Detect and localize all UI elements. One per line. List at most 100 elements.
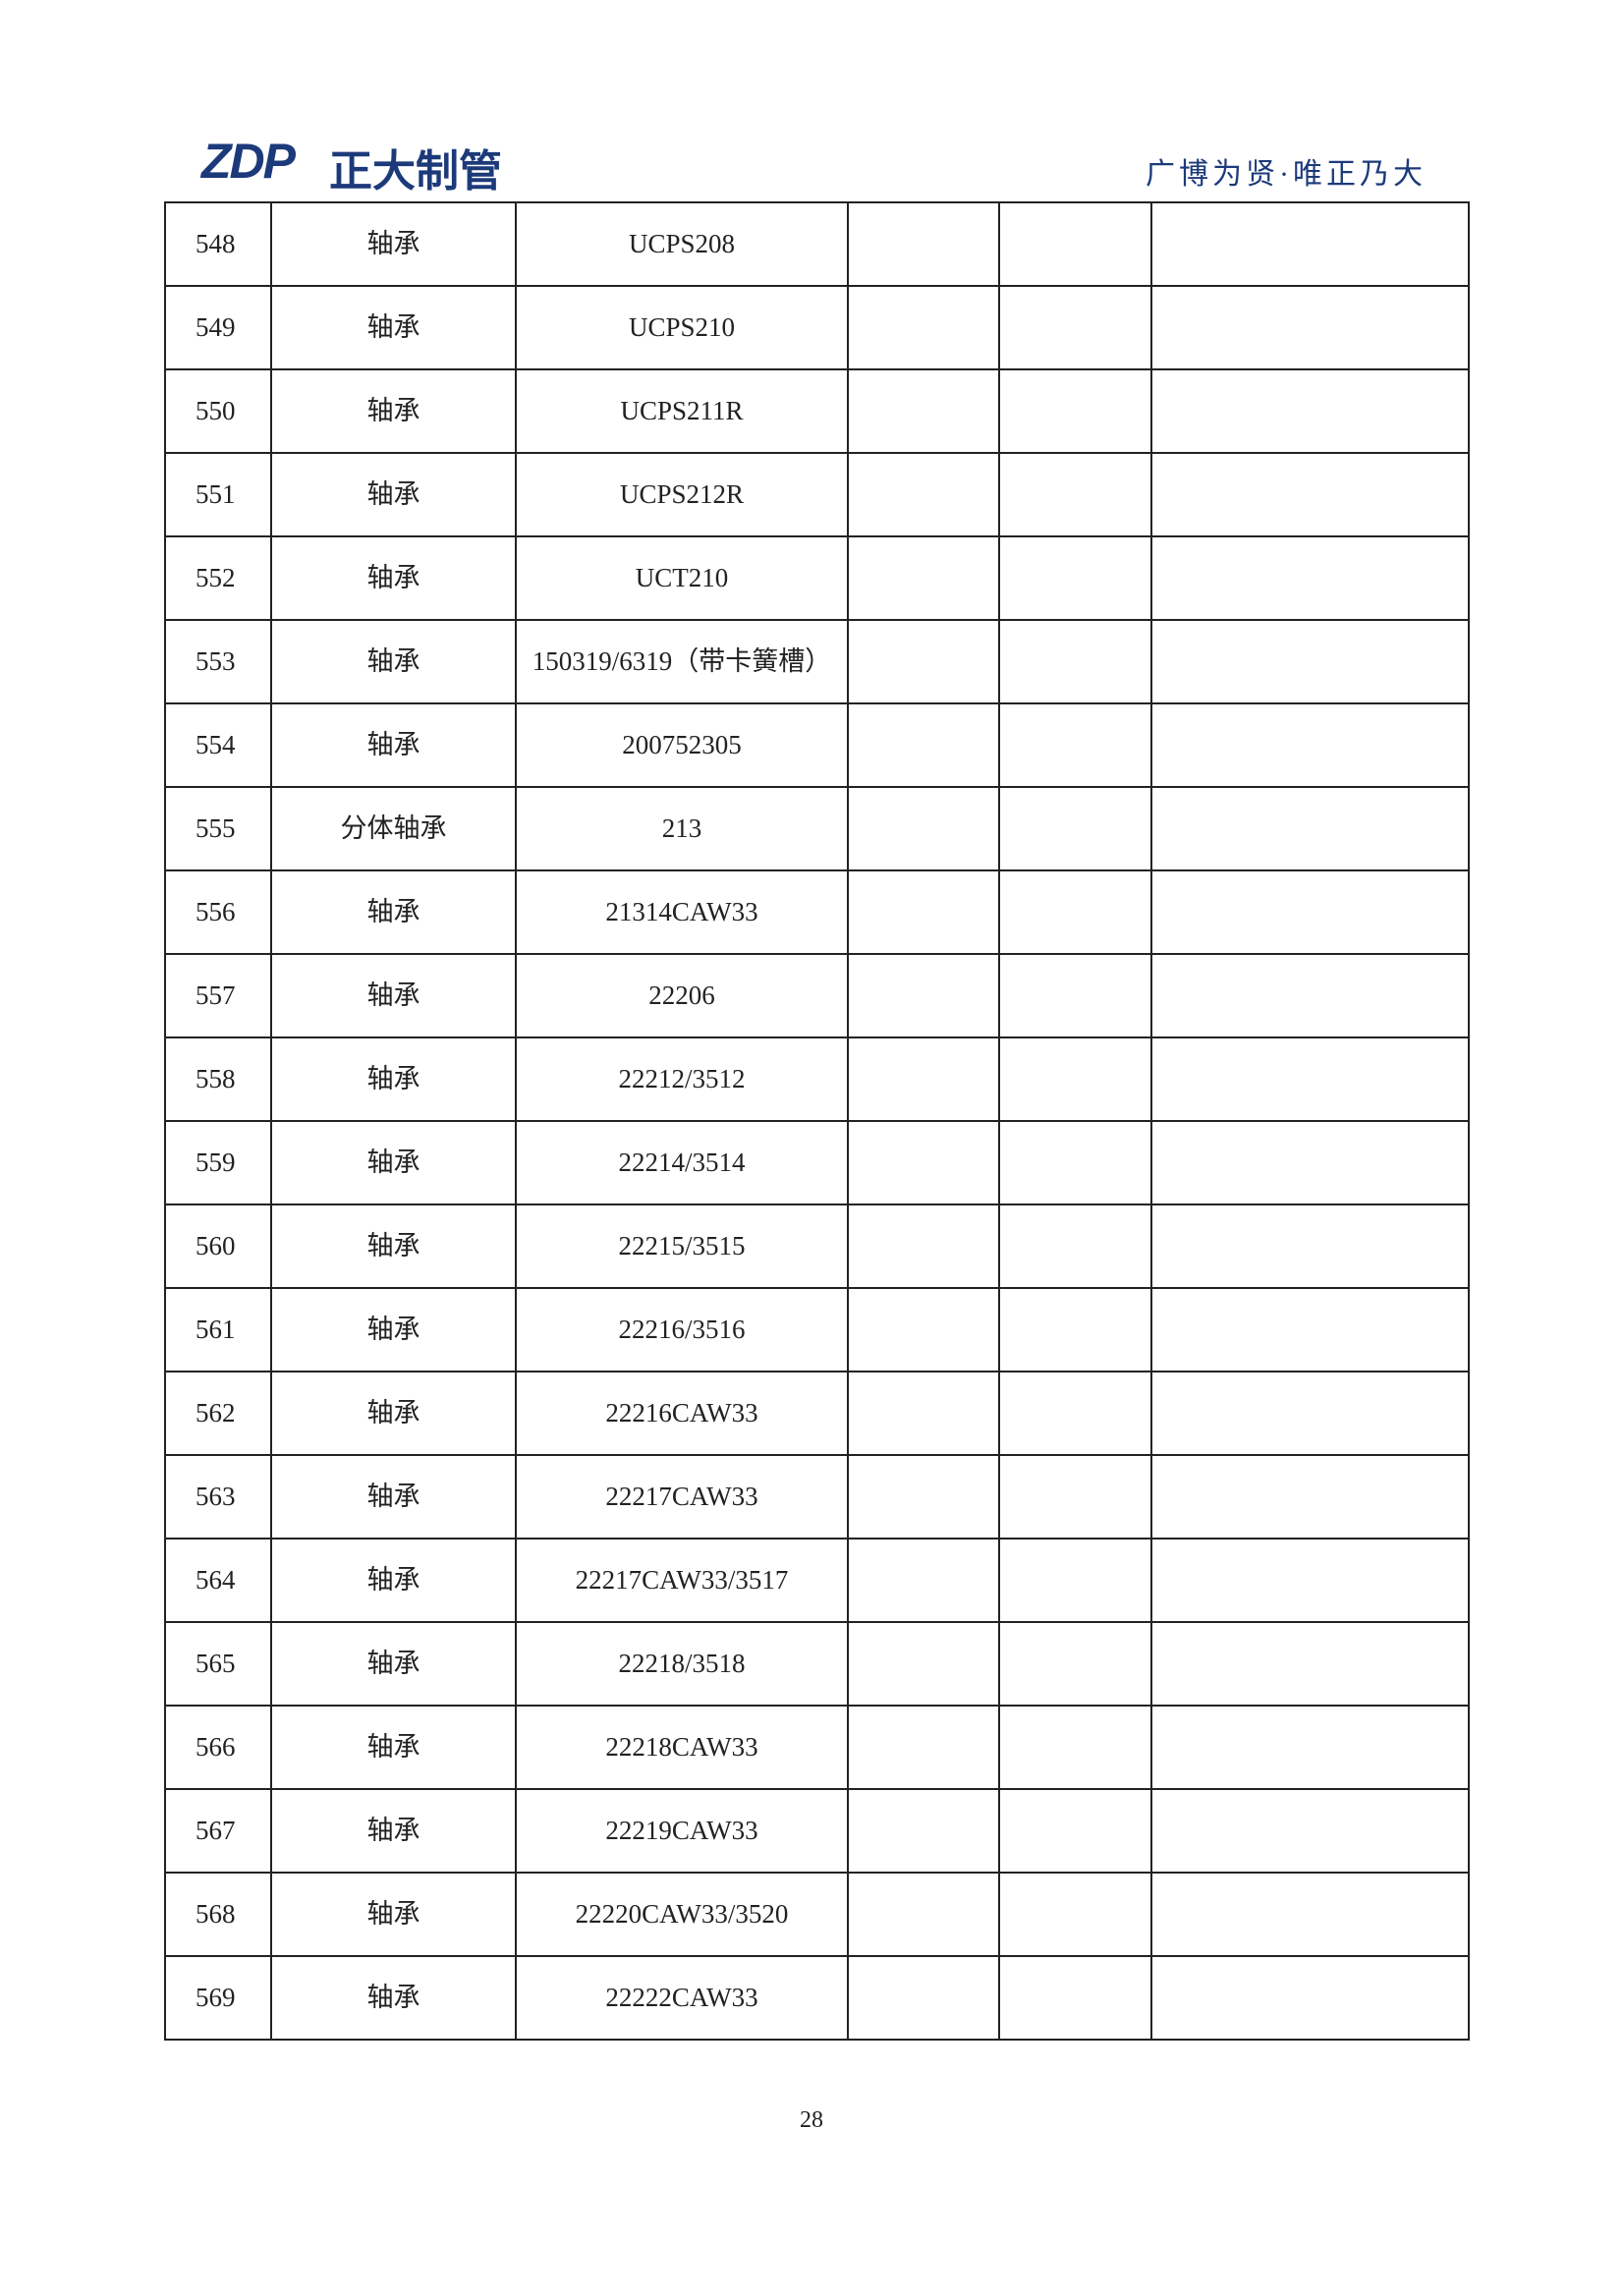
table-row: 548 轴承 UCPS208	[164, 201, 1470, 287]
empty-cell	[998, 1371, 1152, 1456]
item-number: 569	[164, 1955, 272, 2041]
empty-cell	[1150, 1955, 1470, 2041]
item-name: 轴承	[270, 1538, 517, 1623]
item-name: 轴承	[270, 1872, 517, 1957]
logo: ZDP	[201, 134, 296, 189]
item-model: 22219CAW33	[515, 1788, 849, 1874]
empty-cell	[1150, 953, 1470, 1038]
item-number: 568	[164, 1872, 272, 1957]
item-model: UCPS211R	[515, 368, 849, 454]
item-name: 轴承	[270, 452, 517, 537]
table-row: 553 轴承 150319/6319（带卡簧槽）	[164, 619, 1470, 704]
empty-cell	[847, 201, 1000, 287]
table-row: 564 轴承 22217CAW33/3517	[164, 1538, 1470, 1623]
item-name: 轴承	[270, 201, 517, 287]
slogan: 广博为贤·唯正乃大	[1146, 158, 1427, 191]
empty-cell	[847, 869, 1000, 955]
empty-cell	[847, 702, 1000, 788]
item-number: 559	[164, 1120, 272, 1205]
empty-cell	[847, 452, 1000, 537]
empty-cell	[847, 1120, 1000, 1205]
item-number: 561	[164, 1287, 272, 1372]
item-name: 轴承	[270, 1621, 517, 1707]
empty-cell	[998, 1120, 1152, 1205]
empty-cell	[847, 786, 1000, 871]
item-model: 21314CAW33	[515, 869, 849, 955]
empty-cell	[1150, 285, 1470, 370]
empty-cell	[1150, 452, 1470, 537]
table-row: 567 轴承 22219CAW33	[164, 1788, 1470, 1874]
item-name: 分体轴承	[270, 786, 517, 871]
item-number: 562	[164, 1371, 272, 1456]
empty-cell	[1150, 1287, 1470, 1372]
table-row: 562 轴承 22216CAW33	[164, 1371, 1470, 1456]
item-model: 200752305	[515, 702, 849, 788]
empty-cell	[1150, 786, 1470, 871]
empty-cell	[1150, 702, 1470, 788]
item-name: 轴承	[270, 702, 517, 788]
empty-cell	[998, 1454, 1152, 1540]
item-number: 565	[164, 1621, 272, 1707]
item-model: 22220CAW33/3520	[515, 1872, 849, 1957]
table-row: 565 轴承 22218/3518	[164, 1621, 1470, 1707]
empty-cell	[1150, 1788, 1470, 1874]
empty-cell	[847, 1872, 1000, 1957]
item-model: 22218/3518	[515, 1621, 849, 1707]
empty-cell	[998, 1788, 1152, 1874]
empty-cell	[998, 1287, 1152, 1372]
item-model: UCPS212R	[515, 452, 849, 537]
empty-cell	[847, 1955, 1000, 2041]
item-model: 22214/3514	[515, 1120, 849, 1205]
item-name: 轴承	[270, 869, 517, 955]
empty-cell	[998, 702, 1152, 788]
empty-cell	[998, 535, 1152, 621]
item-number: 556	[164, 869, 272, 955]
empty-cell	[998, 1872, 1152, 1957]
empty-cell	[998, 869, 1152, 955]
empty-cell	[1150, 1872, 1470, 1957]
table-row: 555 分体轴承 213	[164, 786, 1470, 871]
empty-cell	[1150, 1705, 1470, 1790]
item-number: 560	[164, 1204, 272, 1289]
item-name: 轴承	[270, 953, 517, 1038]
empty-cell	[1150, 1371, 1470, 1456]
empty-cell	[847, 1538, 1000, 1623]
empty-cell	[847, 1036, 1000, 1122]
item-model: 22217CAW33/3517	[515, 1538, 849, 1623]
table-row: 552 轴承 UCT210	[164, 535, 1470, 621]
table-row: 563 轴承 22217CAW33	[164, 1454, 1470, 1540]
table-row: 566 轴承 22218CAW33	[164, 1705, 1470, 1790]
empty-cell	[998, 1705, 1152, 1790]
item-number: 549	[164, 285, 272, 370]
item-number: 555	[164, 786, 272, 871]
empty-cell	[998, 285, 1152, 370]
item-name: 轴承	[270, 1036, 517, 1122]
item-number: 564	[164, 1538, 272, 1623]
empty-cell	[1150, 1454, 1470, 1540]
item-name: 轴承	[270, 368, 517, 454]
item-model: 22206	[515, 953, 849, 1038]
item-name: 轴承	[270, 1204, 517, 1289]
table-row: 557 轴承 22206	[164, 953, 1470, 1038]
empty-cell	[847, 368, 1000, 454]
item-model: 213	[515, 786, 849, 871]
table-row: 569 轴承 22222CAW33	[164, 1955, 1470, 2041]
empty-cell	[998, 452, 1152, 537]
item-model: UCPS208	[515, 201, 849, 287]
item-number: 567	[164, 1788, 272, 1874]
item-model: 22215/3515	[515, 1204, 849, 1289]
parts-table: 548 轴承 UCPS208 549 轴承 UCPS210 550 轴承 UCPS211R 551…	[164, 201, 1470, 2041]
table-row: 561 轴承 22216/3516	[164, 1287, 1470, 1372]
table-row: 554 轴承 200752305	[164, 702, 1470, 788]
empty-cell	[1150, 619, 1470, 704]
item-name: 轴承	[270, 1371, 517, 1456]
empty-cell	[998, 1036, 1152, 1122]
item-model: 22218CAW33	[515, 1705, 849, 1790]
item-model: 22216CAW33	[515, 1371, 849, 1456]
empty-cell	[998, 201, 1152, 287]
empty-cell	[847, 1371, 1000, 1456]
empty-cell	[998, 1204, 1152, 1289]
item-number: 551	[164, 452, 272, 537]
item-model: 22217CAW33	[515, 1454, 849, 1540]
empty-cell	[847, 619, 1000, 704]
